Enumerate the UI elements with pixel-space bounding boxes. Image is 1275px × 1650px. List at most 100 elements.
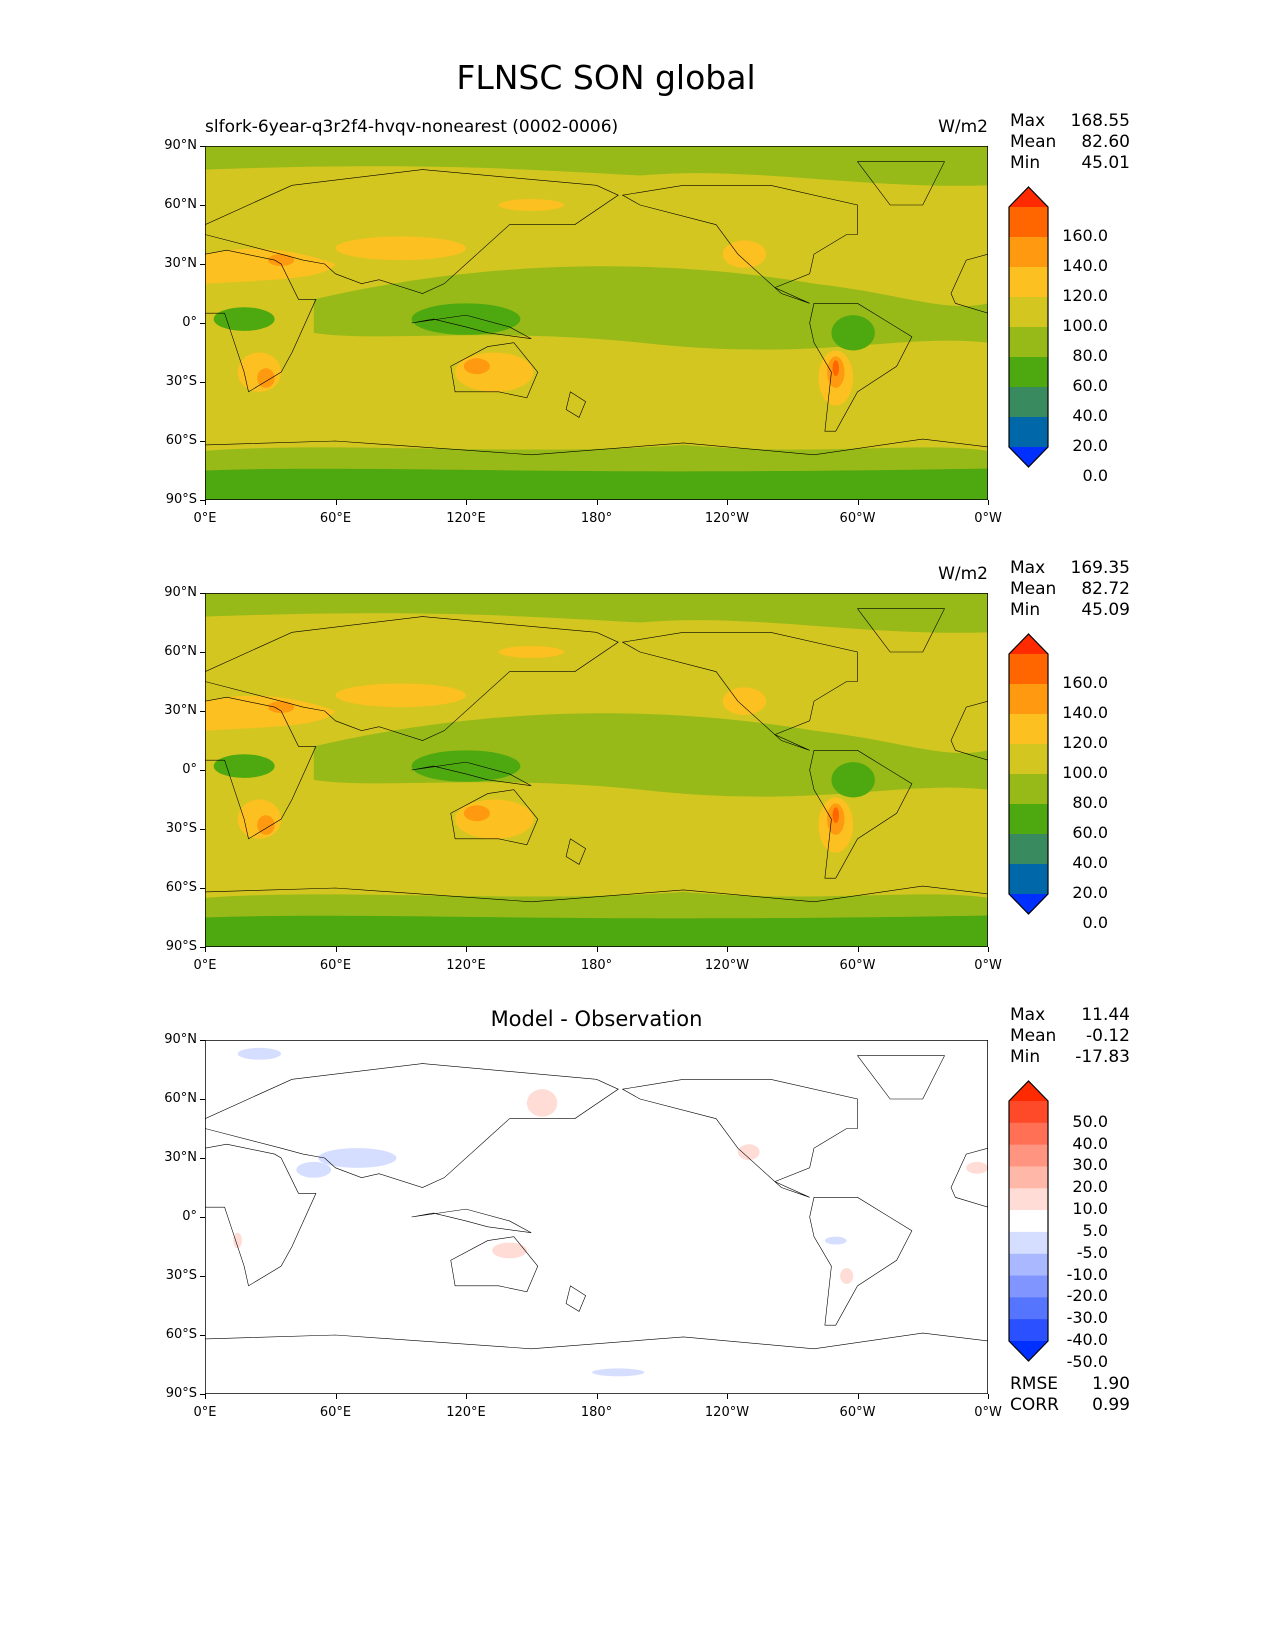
field-region	[205, 593, 988, 633]
lat-tick-label: 30°S	[165, 821, 197, 836]
colorbar-label: 10.0	[1072, 1199, 1108, 1219]
units-label: W/m2	[938, 564, 988, 584]
colorbar-segment	[1009, 1144, 1048, 1167]
tick-mark	[335, 500, 337, 505]
field-region	[498, 199, 564, 211]
tick-mark	[200, 1335, 205, 1336]
coastline	[810, 1197, 912, 1325]
field-region	[205, 1040, 988, 1394]
corr-value: 0.99	[1092, 1395, 1130, 1415]
colorbar-label: 120.0	[1062, 286, 1108, 305]
colorbar-label: 40.0	[1072, 406, 1108, 425]
field-region	[335, 683, 466, 708]
lon-tick-label: 0°E	[193, 1405, 217, 1420]
coastline-antarctica	[205, 1333, 988, 1349]
colorbar-segment	[1009, 207, 1048, 238]
colorbar-label: 0.0	[1082, 913, 1108, 932]
colorbar-arrow-top	[1009, 634, 1048, 654]
colorbar	[1008, 633, 1049, 915]
colorbar-segment	[1009, 1188, 1048, 1211]
field-region	[205, 248, 336, 284]
tick-mark	[205, 1394, 206, 1399]
lon-tick-label: 60°W	[839, 1405, 876, 1420]
tick-mark	[988, 500, 989, 505]
coastline	[205, 1144, 316, 1286]
field-region	[463, 358, 490, 375]
field-region	[824, 1236, 847, 1245]
colorbar-outline	[1008, 1080, 1049, 1362]
tick-mark	[200, 146, 205, 147]
colorbar-segment	[1009, 774, 1048, 805]
coastline-antarctica	[205, 439, 988, 455]
tick-mark	[857, 947, 859, 952]
lon-tick-label: 0°E	[193, 958, 217, 973]
stat-label: Max	[1010, 111, 1046, 131]
tick-mark	[200, 1276, 205, 1277]
field-region	[233, 1232, 242, 1249]
stat-value: 169.35	[1070, 558, 1130, 578]
tick-mark	[596, 1394, 598, 1399]
tick-mark	[205, 500, 206, 505]
figure-title: FLNSC SON global	[456, 58, 756, 97]
field-region	[526, 1089, 558, 1117]
coastline	[451, 1237, 538, 1292]
colorbar-arrow-top	[1009, 1081, 1048, 1101]
colorbar-outline	[1008, 186, 1049, 468]
lat-tick-label: 30°N	[164, 1150, 197, 1165]
field-region	[205, 468, 988, 500]
lon-tick-label: 0°E	[193, 511, 217, 526]
colorbar-segment	[1009, 297, 1048, 328]
colorbar-label: 40.0	[1072, 853, 1108, 872]
field-region	[966, 1161, 988, 1174]
colorbar-label: 60.0	[1072, 823, 1108, 842]
coastline	[623, 185, 858, 303]
tick-mark	[200, 1217, 205, 1218]
colorbar-segment	[1009, 864, 1048, 895]
tick-mark	[727, 500, 728, 505]
colorbar-segment	[1009, 1101, 1048, 1124]
tick-mark	[200, 441, 205, 442]
tick-mark	[200, 264, 205, 265]
lon-tick-label: 120°E	[446, 511, 486, 526]
coastline	[451, 790, 538, 845]
panel-title: slfork-6year-q3r2f4-hvqv-nonearest (0002…	[205, 117, 619, 137]
tick-mark	[466, 500, 467, 505]
colorbar-label: 40.0	[1072, 1133, 1108, 1153]
colorbar-outline	[1008, 633, 1049, 915]
tick-mark	[200, 593, 205, 594]
field-region	[737, 1144, 760, 1160]
lat-tick-label: 0°	[182, 762, 197, 777]
field-region	[592, 1368, 645, 1377]
lat-tick-label: 60°N	[164, 1091, 197, 1106]
coastline	[858, 609, 945, 652]
colorbar-label: -40.0	[1066, 1330, 1108, 1349]
field-region	[257, 368, 275, 388]
field-region	[205, 146, 988, 186]
lat-tick-label: 30°N	[164, 703, 197, 718]
tick-mark	[200, 1158, 205, 1159]
stat-label: Min	[1010, 153, 1041, 173]
lon-tick-label: 0°W	[974, 1405, 1002, 1420]
colorbar-segment	[1009, 1166, 1048, 1189]
lon-tick-label: 180°	[580, 511, 613, 526]
colorbar-label: 5.0	[1082, 1220, 1108, 1240]
coastline	[623, 1079, 858, 1197]
units-label: W/m2	[938, 117, 988, 137]
colorbar-label: 20.0	[1072, 883, 1108, 902]
lon-tick-label: 180°	[580, 1405, 613, 1420]
colorbar-segment	[1009, 714, 1048, 745]
colorbar-segment	[1009, 804, 1048, 835]
coastline	[412, 762, 532, 786]
tick-mark	[857, 500, 859, 505]
stat-value: 45.01	[1081, 153, 1130, 173]
colorbar-segment	[1009, 684, 1048, 715]
tick-mark	[596, 500, 598, 505]
lat-tick-label: 90°N	[164, 138, 197, 153]
tick-mark	[596, 947, 598, 952]
field-region	[213, 754, 275, 778]
tick-mark	[988, 947, 989, 952]
colorbar-segment	[1009, 327, 1048, 358]
lat-tick-label: 60°S	[165, 880, 197, 895]
colorbar-segment	[1009, 357, 1048, 388]
